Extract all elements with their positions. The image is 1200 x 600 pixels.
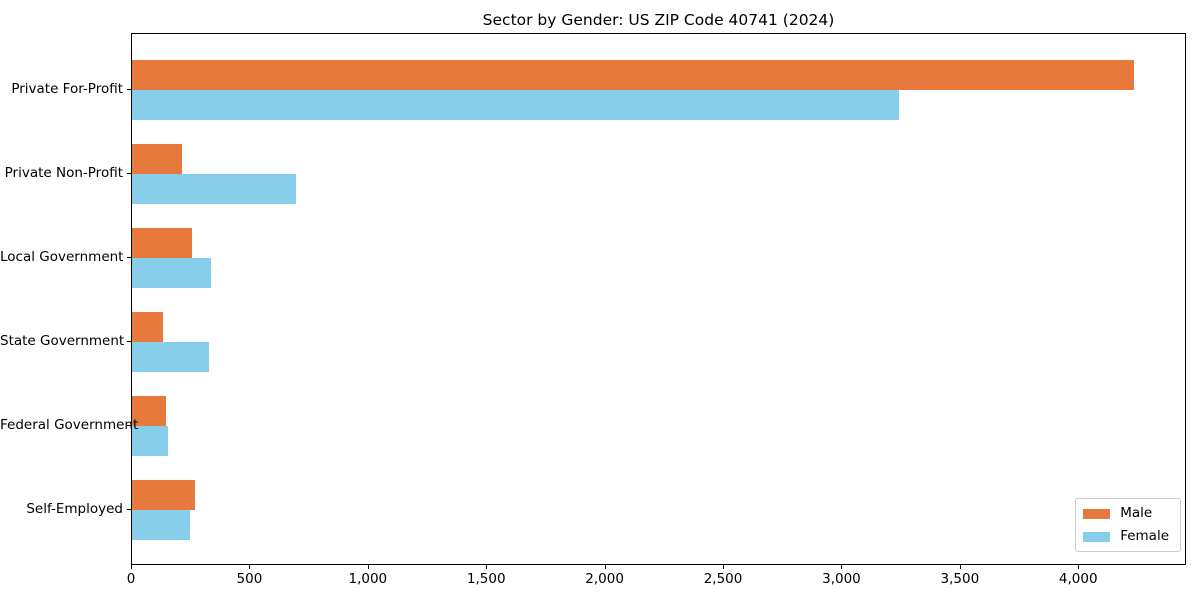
bar-female-0	[132, 90, 899, 120]
y-tick-mark	[127, 509, 131, 510]
x-tick-mark	[604, 565, 606, 569]
x-tick-label: 1,500	[466, 571, 506, 587]
x-tick-mark	[367, 565, 369, 569]
bar-male-5	[132, 480, 195, 510]
male-series-swatch-icon	[1083, 508, 1111, 519]
x-tick-mark	[1078, 565, 1080, 569]
x-tick-label: 3,500	[940, 571, 980, 587]
x-tick-label: 2,500	[703, 571, 743, 587]
x-tick-mark	[723, 565, 725, 569]
bar-female-4	[132, 426, 168, 456]
bar-male-1	[132, 144, 182, 174]
x-tick-mark	[841, 565, 843, 569]
bar-male-4	[132, 396, 166, 426]
female-series-swatch-icon	[1083, 531, 1111, 542]
y-tick-mark	[127, 257, 131, 258]
y-category-label: Private Non-Profit	[4, 164, 123, 181]
legend-label-male: Male	[1120, 505, 1153, 521]
plot-area: Male Female	[131, 33, 1186, 565]
chart-title: Sector by Gender: US ZIP Code 40741 (202…	[482, 11, 835, 29]
x-tick-mark	[249, 565, 251, 569]
y-category-label: State Government	[0, 332, 125, 349]
bar-female-2	[132, 258, 212, 288]
bar-female-1	[132, 174, 297, 204]
x-tick-label: 4,000	[1058, 571, 1098, 587]
bar-male-2	[132, 228, 193, 258]
bar-female-5	[132, 510, 190, 540]
bar-male-3	[132, 312, 163, 342]
x-tick-label: 2,000	[585, 571, 624, 587]
x-tick-label: 3,000	[822, 571, 861, 587]
legend-item-male: Male	[1083, 506, 1169, 521]
x-tick-label: 0	[126, 571, 136, 587]
legend: Male Female	[1075, 498, 1181, 552]
y-category-label: Federal Government	[0, 416, 139, 433]
x-tick-label: 1,000	[348, 571, 388, 587]
x-tick-mark	[959, 565, 961, 569]
y-category-label: Self-Employed	[26, 500, 123, 517]
y-tick-mark	[127, 341, 131, 342]
x-tick-mark	[131, 565, 132, 569]
bar-female-3	[132, 342, 209, 372]
y-tick-mark	[127, 173, 131, 174]
y-tick-mark	[127, 89, 131, 90]
y-tick-mark	[127, 425, 131, 426]
y-category-label: Private For-Profit	[11, 80, 123, 97]
x-tick-mark	[486, 565, 488, 569]
legend-label-female: Female	[1120, 528, 1169, 544]
legend-item-female: Female	[1083, 529, 1169, 544]
bar-male-0	[132, 60, 1135, 90]
x-tick-label: 500	[236, 571, 263, 587]
y-category-label: Local Government	[0, 248, 124, 265]
